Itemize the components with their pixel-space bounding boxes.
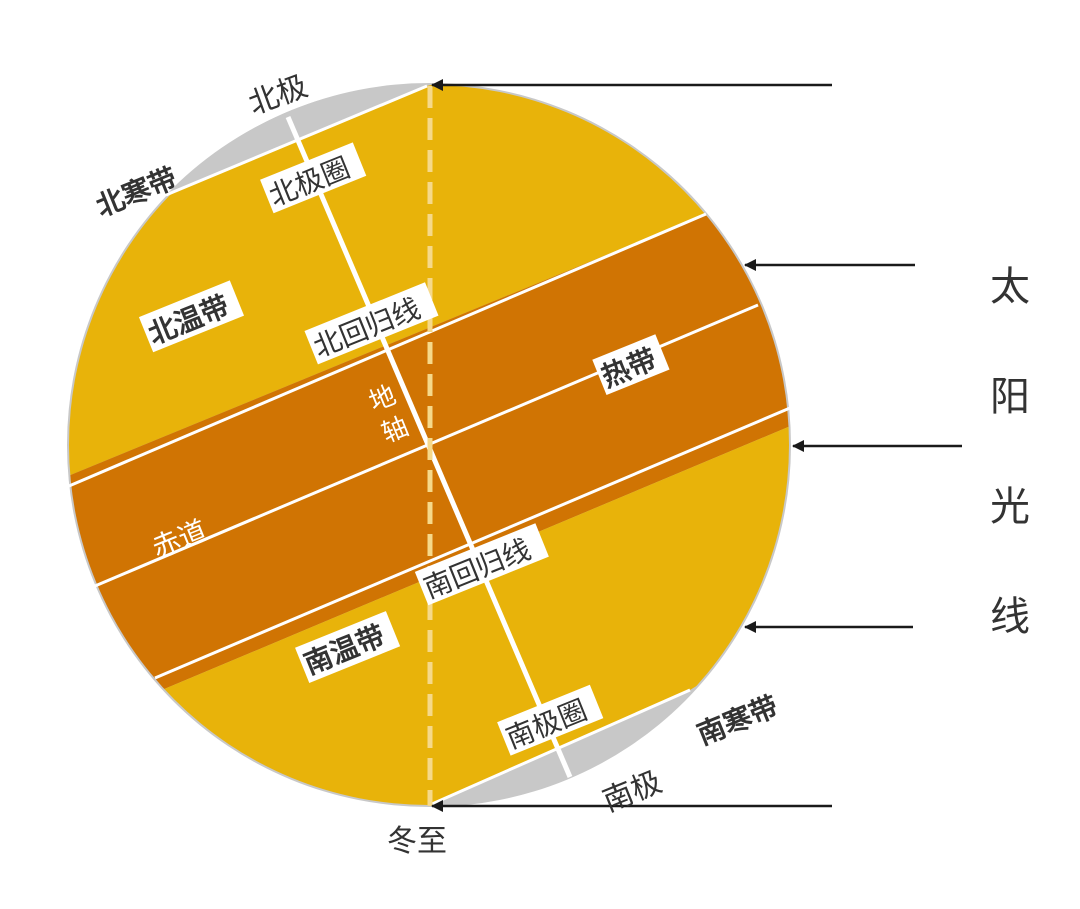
sunlight-char-1: 太 [990,264,1030,310]
sunlight-char-4: 线 [990,594,1030,640]
tropical-zone [69,140,789,800]
south-temperate-zone [69,380,789,805]
south-pole-label: 南极 [598,765,667,820]
antarctic-circle-line [431,688,691,806]
sunlight-char-3: 光 [990,484,1030,530]
winter-solstice-label: 冬至 [387,824,447,859]
south-frigid-zone-label: 南寒带 [693,689,783,751]
sunlight-char-2: 阳 [990,374,1030,420]
